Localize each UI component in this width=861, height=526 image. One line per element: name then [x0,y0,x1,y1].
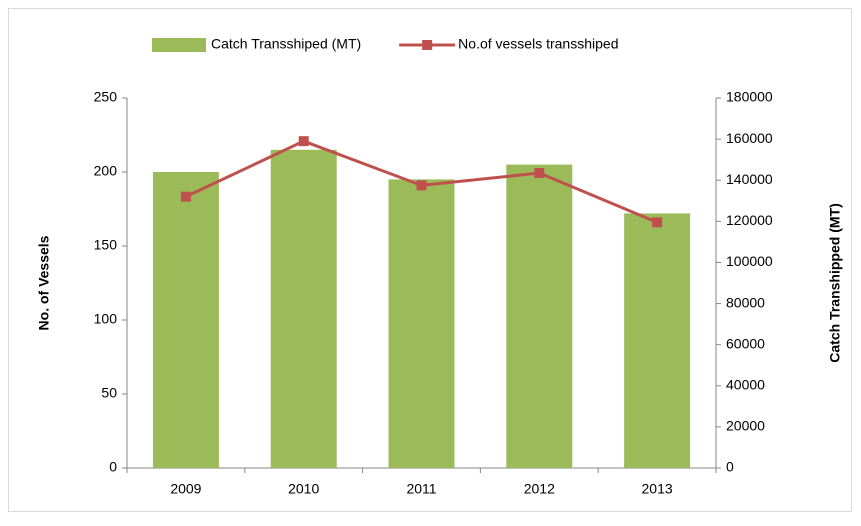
bar [506,164,573,468]
x-tick-label: 2009 [170,481,201,497]
line-marker [416,180,427,191]
line-marker [652,217,663,228]
y2-tick-label: 180000 [726,89,773,105]
bar [152,172,219,468]
bar [624,213,691,468]
y2-axis-title: Catch Transhipped (MT) [827,203,843,362]
x-tick-label: 2011 [406,481,436,497]
y2-tick-label: 80000 [726,294,765,310]
x-tick-label: 2010 [288,481,319,497]
legend-label: No.of vessels transshiped [458,36,618,52]
y-tick-label: 50 [101,385,117,401]
line-marker [534,168,545,179]
line-marker [180,191,191,202]
y-axis-title: No. of Vessels [36,235,52,330]
line-marker [298,136,309,147]
y2-tick-label: 140000 [726,171,773,187]
x-tick-label: 2013 [642,481,673,497]
y-tick-label: 100 [94,311,118,327]
y2-tick-label: 40000 [726,376,765,392]
x-tick-label: 2012 [524,481,555,497]
y2-tick-label: 0 [726,459,734,475]
y-tick-label: 250 [94,89,118,105]
y2-tick-label: 100000 [726,253,773,269]
legend-label: Catch Transshiped (MT) [211,36,361,52]
y-tick-label: 0 [109,459,117,475]
legend-swatch [152,38,206,52]
y2-tick-label: 20000 [726,418,765,434]
y-tick-label: 200 [94,163,118,179]
y2-tick-label: 120000 [726,212,773,228]
y2-tick-label: 160000 [726,130,773,146]
bar [388,179,455,468]
bar [270,149,337,469]
legend-marker [422,40,433,50]
y-tick-label: 150 [94,237,118,253]
y2-tick-label: 60000 [726,335,765,351]
